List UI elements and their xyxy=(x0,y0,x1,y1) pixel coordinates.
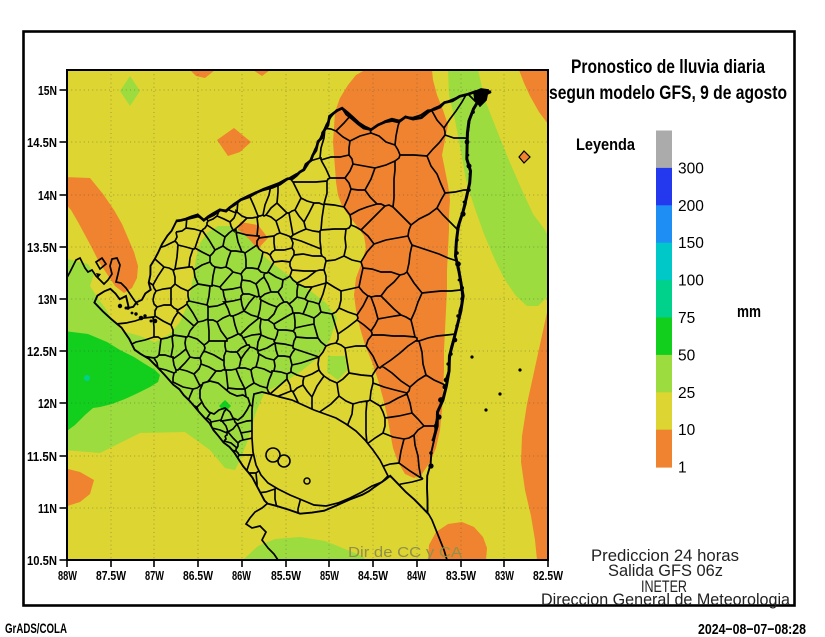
svg-text:87W: 87W xyxy=(145,568,165,583)
svg-text:1: 1 xyxy=(678,460,687,477)
svg-text:segun modelo GFS, 9 de agosto: segun modelo GFS, 9 de agosto xyxy=(549,83,787,104)
svg-text:13.5N: 13.5N xyxy=(27,240,57,255)
svg-text:86.5W: 86.5W xyxy=(183,568,214,583)
svg-text:10: 10 xyxy=(678,422,696,439)
svg-text:25: 25 xyxy=(678,385,695,402)
svg-text:88W: 88W xyxy=(58,568,78,583)
svg-text:2024−08−07−08:28: 2024−08−07−08:28 xyxy=(698,621,806,637)
svg-text:87.5W: 87.5W xyxy=(96,568,127,583)
svg-text:82.5W: 82.5W xyxy=(533,568,564,583)
svg-text:75: 75 xyxy=(678,310,695,327)
svg-text:85.5W: 85.5W xyxy=(271,568,302,583)
svg-text:INETER: INETER xyxy=(641,578,687,596)
svg-text:84.5W: 84.5W xyxy=(358,568,389,583)
svg-text:Dir de CC y CA: Dir de CC y CA xyxy=(348,544,462,561)
svg-text:200: 200 xyxy=(678,198,704,215)
svg-text:11.5N: 11.5N xyxy=(27,449,57,464)
svg-text:Direccion General de Meteorolo: Direccion General de Meteorologia xyxy=(541,591,791,609)
svg-text:Pronostico de lluvia diaria: Pronostico de lluvia diaria xyxy=(571,57,765,78)
svg-text:100: 100 xyxy=(678,273,704,290)
svg-text:mm: mm xyxy=(737,303,761,321)
svg-text:150: 150 xyxy=(678,235,704,252)
svg-text:Leyenda: Leyenda xyxy=(576,136,636,154)
svg-text:GrADS/COLA: GrADS/COLA xyxy=(5,621,67,636)
svg-text:85W: 85W xyxy=(320,568,340,583)
svg-text:14N: 14N xyxy=(38,188,57,203)
svg-text:86W: 86W xyxy=(232,568,252,583)
svg-text:12N: 12N xyxy=(38,396,57,411)
svg-text:12.5N: 12.5N xyxy=(27,344,57,359)
svg-text:11N: 11N xyxy=(38,501,57,516)
svg-text:15N: 15N xyxy=(38,83,57,98)
svg-text:Salida GFS 06z: Salida GFS 06z xyxy=(608,562,723,580)
svg-text:300: 300 xyxy=(678,160,704,177)
svg-text:84W: 84W xyxy=(407,568,427,583)
svg-text:83W: 83W xyxy=(495,568,515,583)
svg-text:13N: 13N xyxy=(38,292,57,307)
svg-text:10.5N: 10.5N xyxy=(27,553,57,568)
svg-text:83.5W: 83.5W xyxy=(446,568,477,583)
svg-text:Prediccion 24 horas: Prediccion 24 horas xyxy=(591,547,739,565)
svg-text:14.5N: 14.5N xyxy=(27,135,57,150)
svg-text:50: 50 xyxy=(678,347,696,364)
